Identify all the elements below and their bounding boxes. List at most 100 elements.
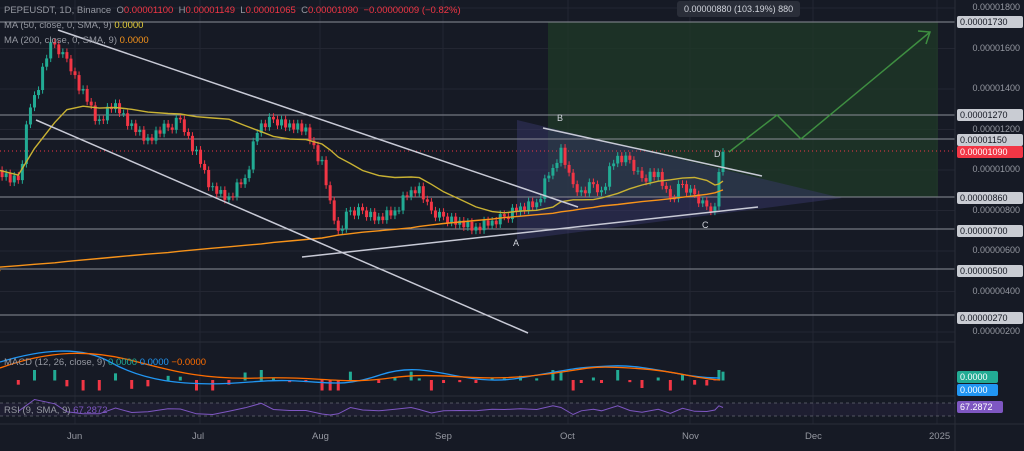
candle-body xyxy=(77,75,81,91)
candle-body xyxy=(271,116,275,120)
candle-body xyxy=(559,147,563,163)
candle-body xyxy=(421,186,425,200)
candle-body xyxy=(130,123,134,126)
candle-body xyxy=(0,170,4,178)
x-tick-label: Nov xyxy=(682,431,699,442)
candle-body xyxy=(12,175,16,183)
candle-body xyxy=(385,210,389,221)
candle-body xyxy=(239,182,243,185)
ma50-value: 0.0000 xyxy=(114,20,144,31)
candle-body xyxy=(296,123,300,130)
candle-body xyxy=(49,42,53,59)
candle-body xyxy=(207,170,211,188)
macd-bar xyxy=(178,376,182,381)
candle-body xyxy=(85,89,89,102)
candle-body xyxy=(320,159,324,162)
candle-body xyxy=(105,106,109,121)
candle-body xyxy=(251,141,255,170)
macd-bar xyxy=(628,380,632,383)
candle-body xyxy=(227,196,231,200)
symbol-label: PEPEUSDT, 1D, Binance xyxy=(4,5,112,16)
candle-body xyxy=(409,190,413,197)
candle-body xyxy=(721,151,725,173)
candle-body xyxy=(393,210,397,216)
candle-body xyxy=(689,188,693,193)
y-tick-label: 0.00001200 xyxy=(972,123,1020,134)
candle-body xyxy=(494,220,498,225)
macd-bar xyxy=(579,380,583,383)
x-tick-label: 2025 xyxy=(929,431,951,442)
candle-body xyxy=(211,186,215,188)
candle-body xyxy=(413,190,417,194)
candle-body xyxy=(373,211,377,221)
candle-body xyxy=(332,200,336,221)
macd-legend[interactable]: MACD (12, 26, close, 9) 0.0000 0.0000 −0… xyxy=(4,357,206,368)
trendlines[interactable] xyxy=(35,29,763,334)
signal-value: −0.0000 xyxy=(171,357,207,368)
triangle-lower-line xyxy=(301,206,759,258)
price-level-tag: 0.00001730 xyxy=(957,16,1023,29)
x-tick-label: Jul xyxy=(192,431,205,442)
y-tick-label: 0.00000400 xyxy=(972,285,1020,296)
arrow-head-icon xyxy=(917,30,932,45)
ma50-legend[interactable]: MA (50, close, 0, SMA, 9) 0.0000 xyxy=(4,20,143,31)
ma200-legend[interactable]: MA (200, close, 0, SMA, 9) 0.0000 xyxy=(4,35,149,46)
candle-body xyxy=(134,123,138,133)
x-tick-label: Aug xyxy=(312,431,329,442)
rsi-legend[interactable]: RSI (9, SMA, 9) 67.2872 xyxy=(4,405,108,416)
candle-body xyxy=(203,163,207,170)
candle-body xyxy=(93,105,97,121)
candle-body xyxy=(664,185,668,190)
macd-bar xyxy=(336,380,340,391)
candle-body xyxy=(417,186,421,194)
price-level-tag: 0.00000700 xyxy=(957,224,1023,237)
macd-bar xyxy=(377,380,381,383)
rsi-label: RSI (9, SMA, 9) xyxy=(4,405,71,416)
macd-bar xyxy=(243,372,247,381)
candle-body xyxy=(284,119,288,128)
candle-body xyxy=(122,113,126,115)
candle-body xyxy=(652,171,656,178)
candle-body xyxy=(600,190,603,193)
candle-body xyxy=(377,216,381,221)
macd-bar xyxy=(53,370,57,381)
candle-body xyxy=(101,119,105,121)
candle-body xyxy=(138,129,142,133)
macd-bar xyxy=(713,380,717,381)
candle-body xyxy=(166,123,170,128)
candle-body xyxy=(466,221,470,228)
candle-body xyxy=(8,173,12,183)
candle-body xyxy=(620,155,624,163)
candle-body xyxy=(547,175,551,179)
candle-body xyxy=(660,172,664,186)
candle-body xyxy=(405,195,409,197)
macd-value: 0.0000 xyxy=(139,357,169,368)
candle-body xyxy=(389,210,393,216)
candle-body xyxy=(583,190,587,194)
macd-bar xyxy=(721,371,725,381)
y-tick-label: 0.00001800 xyxy=(972,2,1020,12)
candle-body xyxy=(267,116,271,128)
macd-bar xyxy=(490,377,494,381)
projection-path[interactable] xyxy=(728,31,931,153)
candle-body xyxy=(24,124,28,164)
candle-body xyxy=(142,129,146,141)
point-d-label: D xyxy=(714,149,721,159)
candle-body xyxy=(97,119,101,121)
low-label: L xyxy=(240,5,246,16)
candle-body xyxy=(292,123,296,130)
target-zone xyxy=(548,22,938,197)
macd-bar xyxy=(65,380,69,387)
candle-body xyxy=(401,195,405,211)
candle-body xyxy=(591,182,595,185)
candle-body xyxy=(527,201,531,211)
candle-body xyxy=(288,123,292,128)
candle-body xyxy=(640,170,644,179)
macd-hist-tag: 0.0000 xyxy=(957,371,998,383)
candle-body xyxy=(676,183,680,199)
candle-body xyxy=(178,117,182,120)
candle-body xyxy=(523,206,527,211)
macd-bar xyxy=(616,370,620,381)
